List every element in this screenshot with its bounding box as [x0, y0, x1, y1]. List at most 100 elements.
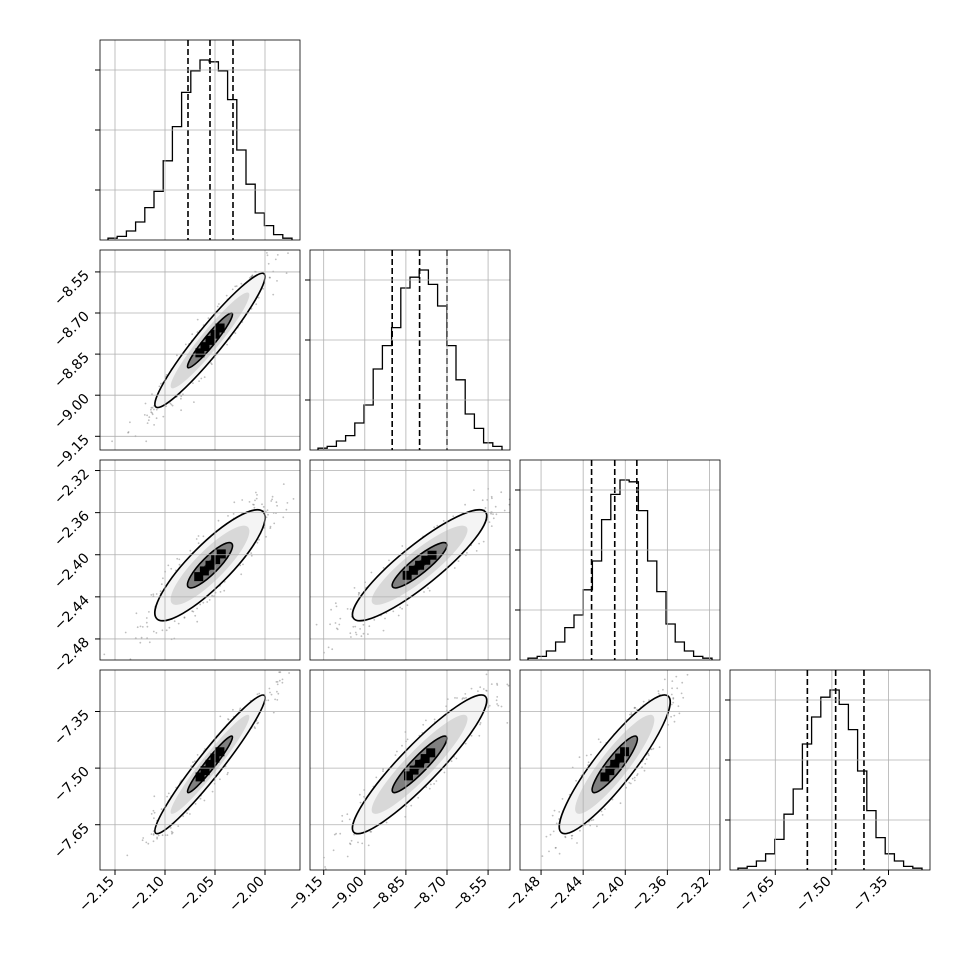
scatter-point	[183, 616, 186, 619]
scatter-point	[329, 623, 331, 626]
scatter-point	[233, 501, 236, 504]
x-tick-label: −7.35	[850, 874, 892, 916]
scatter-point	[239, 564, 242, 567]
scatter-point	[276, 683, 279, 686]
scatter-point	[253, 726, 256, 728]
scatter-point	[153, 795, 156, 798]
scatter-point	[162, 415, 165, 418]
scatter-point	[385, 821, 388, 824]
scatter-point	[399, 606, 401, 609]
scatter-point	[281, 678, 284, 681]
scatter-point	[126, 854, 129, 857]
scatter-point	[147, 842, 150, 845]
scatter-point	[457, 560, 460, 562]
scatter-point	[165, 405, 167, 408]
scatter-point	[590, 819, 593, 822]
scatter-point	[496, 703, 498, 705]
x-tick-label: −2.15	[76, 874, 118, 916]
scatter-point	[150, 833, 153, 835]
scatter-point	[146, 414, 149, 417]
scatter-point	[271, 498, 273, 501]
scatter-point	[196, 607, 199, 610]
x-tick-label: −2.48	[502, 874, 544, 916]
scatter-point	[129, 421, 131, 424]
scatter-point	[199, 603, 202, 606]
scatter-point	[269, 691, 271, 694]
scatter-point	[234, 285, 237, 288]
scatter-point	[466, 552, 468, 554]
scatter-point	[211, 790, 214, 793]
scatter-point	[262, 287, 264, 290]
scatter-point	[490, 525, 493, 527]
scatter-point	[139, 625, 142, 628]
scatter-point	[464, 503, 466, 506]
scatter-point	[551, 814, 554, 817]
scatter-point	[349, 843, 352, 846]
scatter-point	[452, 515, 455, 518]
scatter-point	[211, 594, 214, 597]
scatter-point	[401, 545, 404, 547]
grid-lines	[310, 250, 510, 450]
x-tick-label: −8.85	[367, 874, 409, 916]
scatter-point	[436, 524, 439, 527]
scatter-point	[189, 549, 192, 552]
scatter-point	[346, 608, 349, 610]
scatter-point	[362, 632, 365, 635]
scatter-point	[168, 626, 171, 629]
scatter-point	[218, 303, 220, 305]
scatter-point	[253, 503, 255, 506]
scatter-point	[146, 625, 149, 628]
scatter-point	[258, 692, 261, 695]
scatter-point	[261, 503, 263, 506]
x-tick-label: −9.15	[285, 874, 327, 916]
scatter-point	[327, 646, 330, 649]
histogram-step	[107, 59, 293, 240]
scatter-point	[433, 718, 436, 721]
scatter-point	[197, 535, 200, 537]
scatter-point	[596, 825, 598, 828]
x-tick-label: −7.65	[736, 874, 778, 916]
scatter-point	[227, 718, 230, 721]
scatter-point	[191, 610, 194, 612]
scatter-point	[506, 683, 509, 686]
scatter-point	[208, 599, 211, 601]
scatter-point	[268, 687, 271, 690]
scatter-point	[481, 499, 484, 502]
scatter-point	[186, 812, 189, 814]
histogram-step	[317, 269, 503, 450]
scatter-point	[335, 627, 338, 630]
scatter-point	[210, 363, 213, 366]
scatter-point	[331, 648, 334, 651]
scatter-point	[643, 769, 646, 772]
scatter-point	[353, 587, 356, 589]
scatter-point	[373, 619, 376, 621]
scatter-point	[147, 419, 150, 422]
scatter-point	[148, 611, 150, 613]
scatter-point	[152, 593, 155, 596]
scatter-point	[277, 692, 280, 695]
scatter-point	[111, 440, 113, 443]
scatter-point	[151, 406, 154, 409]
scatter-point	[475, 550, 478, 552]
scatter-point	[265, 516, 268, 519]
scatter-point	[484, 507, 487, 509]
scatter-point	[339, 617, 342, 620]
scatter-point	[675, 675, 678, 678]
scatter-point	[161, 629, 164, 632]
scatter-point	[202, 601, 205, 604]
scatter-point	[443, 771, 446, 774]
scatter-point	[397, 614, 400, 617]
scatter-point	[600, 810, 603, 813]
scatter-point	[176, 557, 179, 560]
scatter-point	[256, 494, 258, 496]
scatter-point	[234, 332, 237, 335]
scatter-point	[193, 401, 195, 403]
scatter-point	[648, 754, 650, 757]
scatter-point	[362, 623, 365, 626]
scatter-point	[143, 414, 146, 416]
scatter-point	[553, 809, 556, 812]
scatter-point	[226, 343, 229, 346]
scatter-point	[495, 699, 498, 702]
scatter-point	[579, 829, 581, 832]
histogram-panel-1	[95, 40, 293, 240]
